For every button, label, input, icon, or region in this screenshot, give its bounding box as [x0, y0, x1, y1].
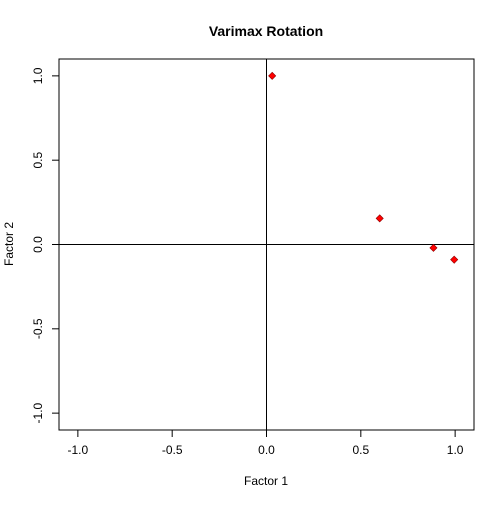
y-tick-label: 0.5 — [31, 152, 45, 169]
x-tick-label: 0.0 — [258, 443, 275, 457]
data-point — [450, 255, 459, 264]
x-tick-label: -1.0 — [68, 443, 89, 457]
x-tick-label: -0.5 — [162, 443, 183, 457]
chart-title: Varimax Rotation — [209, 23, 323, 39]
y-axis-title: Factor 2 — [2, 222, 16, 266]
x-tick-label: 0.5 — [352, 443, 369, 457]
data-point — [375, 214, 384, 223]
y-tick-label: -0.5 — [31, 318, 45, 339]
x-axis-title: Factor 1 — [244, 474, 288, 488]
data-point — [429, 243, 438, 252]
x-tick-label: 1.0 — [447, 443, 464, 457]
y-tick-label: 0.0 — [31, 236, 45, 253]
y-tick-label: 1.0 — [31, 67, 45, 84]
data-point — [268, 71, 277, 80]
y-tick-label: -1.0 — [31, 402, 45, 423]
plot-area: -1.0 -0.5 0.0 0.5 1.0 -1.0 -0.5 0.0 0.5 1.0 — [31, 58, 475, 457]
